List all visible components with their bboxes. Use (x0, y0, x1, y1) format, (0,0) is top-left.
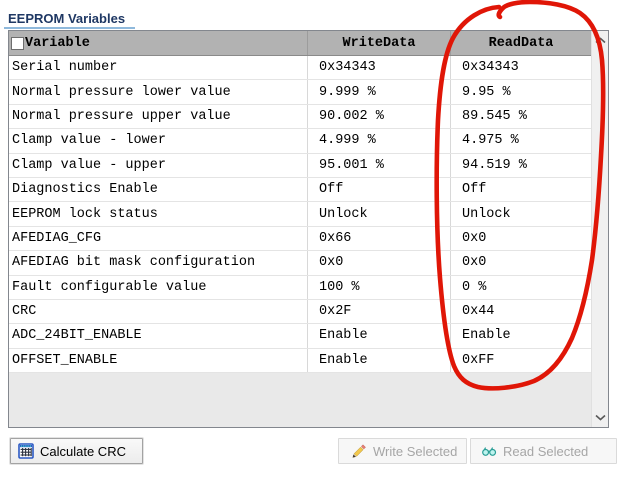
cell-writedata: 0x66 (308, 226, 451, 251)
cell-variable: AFEDIAG_CFG (9, 226, 308, 251)
cell-variable: ADC_24BIT_ENABLE (9, 324, 308, 348)
cell-readdata: 94.519 % (462, 157, 527, 173)
cell-variable: Clamp value - upper (9, 153, 308, 177)
write-selected-label: Write Selected (373, 443, 458, 459)
cell-variable: AFEDIAG bit mask configuration (9, 251, 308, 275)
table-row[interactable]: Diagnostics Enable Off Off (9, 177, 591, 203)
cell-variable: Normal pressure upper value (9, 104, 308, 129)
chevron-down-icon (595, 414, 606, 421)
page-title: EEPROM Variables (8, 11, 126, 26)
table-grid-icon (18, 443, 34, 459)
cell-writedata: Enable (308, 348, 451, 373)
table-row[interactable]: CRC 0x2F 0x44 (9, 299, 591, 325)
cell-writedata: 100 % (308, 275, 451, 299)
calculate-crc-button[interactable]: Calculate CRC (10, 438, 143, 464)
table-row[interactable]: AFEDIAG_CFG 0x66 0x0 (9, 226, 591, 252)
cell-readdata: 0 % (462, 279, 487, 295)
cell-writedata: Off (308, 177, 451, 202)
header-label-variable: Variable (25, 35, 90, 51)
title-underline (4, 27, 135, 29)
cell-variable: OFFSET_ENABLE (9, 348, 308, 373)
pencil-icon (352, 444, 366, 458)
cell-readdata: 0xFF (462, 352, 495, 368)
cell-variable: Clamp value - lower (9, 129, 308, 153)
cell-writedata: 0x2F (308, 299, 451, 324)
scroll-up-button[interactable] (592, 32, 609, 49)
header-label-readdata: ReadData (488, 35, 554, 51)
table-header-row: Variable WriteData ReadData (9, 31, 591, 56)
header-cell-variable: Variable (9, 31, 308, 55)
cell-readdata: 0x44 (462, 304, 495, 320)
cell-writedata: 95.001 % (308, 153, 451, 177)
calculate-crc-label: Calculate CRC (40, 443, 126, 459)
table-row[interactable]: Serial number 0x34343 0x34343 (9, 56, 591, 81)
cell-variable: CRC (9, 299, 308, 324)
eeprom-variables-table: Variable WriteData ReadData Serial numbe… (8, 30, 609, 428)
cell-variable: Normal pressure lower value (9, 80, 308, 104)
table-row[interactable]: Normal pressure upper value 90.002 % 89.… (9, 104, 591, 130)
cell-writedata: Unlock (308, 202, 451, 226)
cell-writedata: 0x0 (308, 251, 451, 275)
header-cell-writedata[interactable]: WriteData (308, 31, 451, 55)
glasses-icon (482, 447, 497, 456)
table-row[interactable]: OFFSET_ENABLE Enable 0xFF (9, 348, 591, 374)
table-row[interactable]: Clamp value - lower 4.999 % 4.975 % (9, 129, 591, 154)
vertical-scrollbar[interactable] (591, 31, 608, 427)
table-row[interactable]: Clamp value - upper 95.001 % 94.519 % (9, 153, 591, 178)
cell-readdata: 9.95 % (462, 84, 511, 100)
header-label-writedata: WriteData (342, 35, 416, 51)
table-body: Serial number 0x34343 0x34343 Normal pre… (9, 56, 591, 374)
scroll-down-button[interactable] (592, 409, 609, 426)
table-row[interactable]: Normal pressure lower value 9.999 % 9.95… (9, 80, 591, 105)
cell-readdata: 0x0 (462, 230, 487, 246)
chevron-up-icon (595, 37, 606, 44)
cell-writedata: 9.999 % (308, 80, 451, 104)
read-selected-label: Read Selected (503, 443, 589, 459)
cell-readdata: 4.975 % (462, 133, 519, 149)
cell-variable: Serial number (9, 56, 308, 80)
cell-readdata: 0x34343 (462, 60, 519, 76)
table-row[interactable]: ADC_24BIT_ENABLE Enable Enable (9, 324, 591, 349)
cell-readdata: Enable (462, 328, 511, 344)
cell-writedata: Enable (308, 324, 451, 348)
cell-writedata: 4.999 % (308, 129, 451, 153)
cell-variable: Fault configurable value (9, 275, 308, 299)
header-cell-readdata[interactable]: ReadData (451, 31, 591, 55)
select-all-checkbox[interactable] (11, 36, 24, 50)
cell-variable: Diagnostics Enable (9, 177, 308, 202)
cell-readdata: Off (462, 182, 487, 198)
cell-writedata: 90.002 % (308, 104, 451, 129)
cell-readdata: 0x0 (462, 255, 487, 271)
cell-variable: EEPROM lock status (9, 202, 308, 226)
read-selected-button[interactable]: Read Selected (470, 438, 617, 464)
table-row[interactable]: AFEDIAG bit mask configuration 0x0 0x0 (9, 251, 591, 276)
table-row[interactable]: EEPROM lock status Unlock Unlock (9, 202, 591, 227)
table-row[interactable]: Fault configurable value 100 % 0 % (9, 275, 591, 300)
write-selected-button[interactable]: Write Selected (338, 438, 467, 464)
cell-readdata: 89.545 % (462, 108, 527, 124)
cell-readdata: Unlock (462, 206, 511, 222)
cell-writedata: 0x34343 (308, 56, 451, 80)
